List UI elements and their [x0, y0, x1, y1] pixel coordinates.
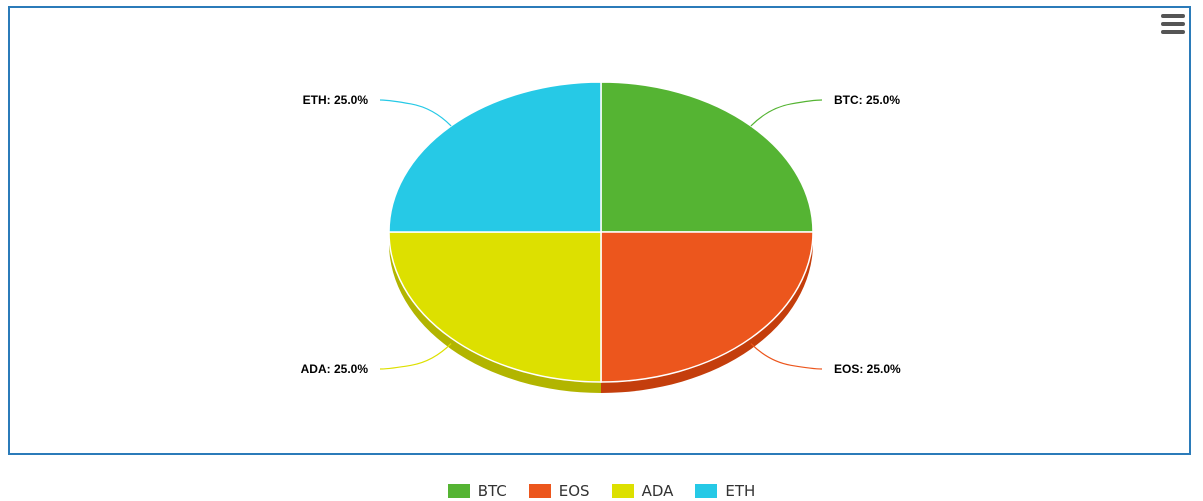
legend-swatch — [528, 484, 551, 498]
connector-ada — [379, 343, 452, 370]
connector-eos — [750, 343, 823, 370]
legend-item-ada[interactable]: ADA — [611, 482, 674, 500]
pie-chart: BTC: 25.0% EOS: 25.0% ADA: 25.0% ETH: 25.0% — [301, 81, 901, 393]
legend-swatch — [695, 484, 718, 498]
data-label-eos: EOS: 25.0% — [834, 362, 901, 376]
pie-slice-ada[interactable] — [388, 231, 602, 383]
data-label-eth: ETH: 25.0% — [303, 93, 369, 107]
legend-swatch — [447, 484, 470, 498]
connector-btc — [750, 99, 823, 127]
legend-item-eos[interactable]: EOS — [528, 482, 590, 500]
pie-slice-eos[interactable] — [600, 231, 814, 383]
data-label-btc: BTC: 25.0% — [834, 93, 900, 107]
legend-label: ADA — [641, 482, 674, 500]
pie-slice-btc[interactable] — [600, 81, 814, 233]
legend-label: ETH — [725, 482, 756, 500]
legend-label: BTC — [477, 482, 507, 500]
chart-legend: BTC EOS ADA ETH — [0, 481, 1203, 501]
legend-swatch — [611, 484, 634, 498]
pie-slice-eth[interactable] — [388, 81, 602, 233]
data-label-ada: ADA: 25.0% — [301, 362, 369, 376]
connector-eth — [379, 99, 452, 127]
legend-item-btc[interactable]: BTC — [447, 482, 507, 500]
legend-label: EOS — [558, 482, 590, 500]
hamburger-menu-icon[interactable] — [1161, 14, 1185, 34]
legend-item-eth[interactable]: ETH — [695, 482, 755, 500]
